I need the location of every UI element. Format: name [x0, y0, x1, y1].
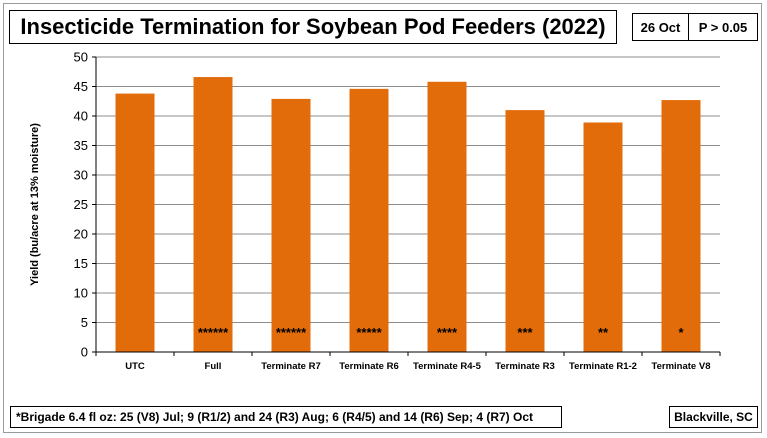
star-annotations: ****** ****** ***** **** *** ** * — [198, 325, 685, 340]
bars — [115, 77, 701, 353]
footnote: *Brigade 6.4 fl oz: 25 (V8) Jul; 9 (R1/2… — [10, 406, 562, 428]
y-tick-label: 30 — [74, 168, 88, 183]
y-tick-label: 40 — [74, 109, 88, 124]
location-label: Blackville, SC — [669, 406, 758, 428]
y-tick-label: 10 — [74, 286, 88, 301]
star-annotation: **** — [437, 325, 458, 340]
x-tick-label: Terminate V8 — [652, 361, 711, 372]
x-tick-label: Full — [205, 361, 222, 372]
y-tick-label: 35 — [74, 138, 88, 153]
x-tick-label: Terminate R4-5 — [413, 361, 482, 372]
y-tick-label: 15 — [74, 256, 88, 271]
y-tick-label: 20 — [74, 227, 88, 242]
x-tick-label: Terminate R6 — [339, 361, 398, 372]
date-badge: 26 Oct — [632, 13, 689, 41]
x-tick-label: Terminate R3 — [495, 361, 554, 372]
bar — [427, 81, 467, 352]
axes: 0 5 10 15 20 25 30 35 40 45 50 — [74, 50, 721, 360]
y-tick-label: 45 — [74, 79, 88, 94]
y-tick-label: 5 — [81, 315, 88, 330]
star-annotation: ****** — [276, 325, 307, 340]
p-value-badge: P > 0.05 — [689, 13, 758, 41]
gridlines — [96, 56, 720, 323]
chart-title: Insecticide Termination for Soybean Pod … — [9, 10, 617, 44]
bar — [193, 77, 233, 352]
star-annotation: ***** — [356, 325, 382, 340]
bar — [349, 88, 389, 353]
x-tick-label: Terminate R7 — [261, 361, 320, 372]
star-annotation: *** — [517, 325, 533, 340]
star-annotation: * — [678, 325, 684, 340]
y-tick-label: 25 — [74, 197, 88, 212]
star-annotation: ****** — [198, 325, 229, 340]
star-annotation: ** — [598, 325, 609, 340]
y-tick-label: 0 — [81, 345, 88, 360]
bar — [583, 122, 623, 353]
y-axis-title: Yield (bu/acre at 13% moisture) — [29, 123, 41, 286]
axis-labels: UTC Full Terminate R7 Terminate R6 Terminate… — [29, 123, 710, 372]
x-tick-label: Terminate R1-2 — [569, 361, 637, 372]
y-tick-label: 50 — [74, 50, 88, 65]
bar — [661, 100, 701, 352]
bar — [115, 93, 155, 352]
bar — [505, 110, 545, 352]
bar — [271, 98, 311, 352]
x-tick-label: UTC — [125, 361, 145, 372]
